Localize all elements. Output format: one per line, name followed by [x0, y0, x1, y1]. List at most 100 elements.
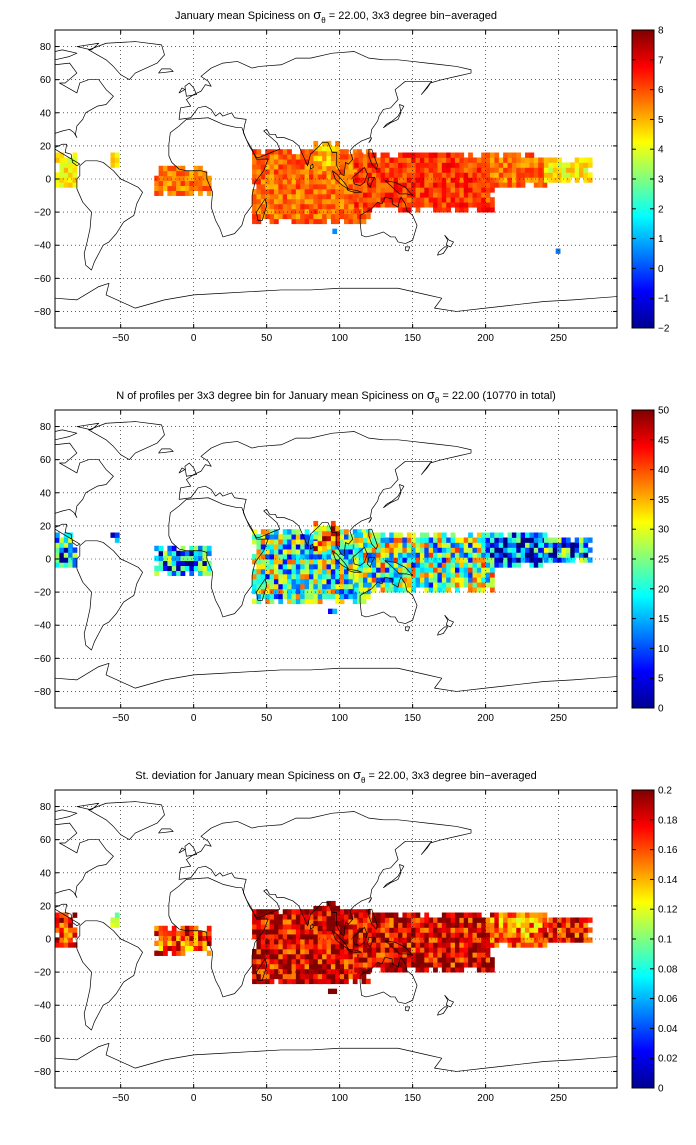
heatmap-cell-western-pacific [389, 562, 395, 568]
heatmap-cell-eastern-pacific-west [72, 172, 78, 178]
heatmap-cell-indian-ocean [282, 939, 288, 945]
heatmap-cell-eastern-pacific-west [59, 937, 65, 943]
heatmap-cell-eastern-pacific [552, 547, 558, 553]
heatmap-cell-indian-ocean [313, 958, 319, 965]
heatmap-cell-western-pacific [380, 912, 386, 918]
heatmap-cell-western-pacific [472, 162, 478, 168]
heatmap-cell-indian-ocean [335, 568, 341, 575]
heatmap-cell-indian-ocean [348, 154, 354, 160]
heatmap-cell-eastern-pacific [565, 552, 571, 558]
heatmap-cell-western-pacific [468, 587, 473, 593]
heatmap-cell-east-atlantic [158, 170, 164, 177]
heatmap-cell-western-pacific [354, 577, 360, 583]
heatmap-cell-central-pacific [494, 942, 500, 948]
heatmap-cell-western-pacific [384, 922, 390, 928]
heatmap-cell-western-pacific [424, 912, 430, 918]
heatmap-cell-western-pacific [411, 562, 416, 568]
heatmap-cell-east-atlantic [163, 165, 168, 172]
heatmap-cell-western-pacific [428, 552, 434, 558]
heatmap-cell-central-pacific [503, 932, 508, 938]
heatmap-cell-east-atlantic [158, 950, 164, 956]
heatmap-cell-indian-ocean [300, 939, 306, 945]
heatmap-cell-indian-ocean [326, 563, 332, 570]
heatmap-cell-western-pacific [459, 162, 465, 168]
heatmap-cell-western-pacific [406, 957, 412, 963]
heatmap-cell-indian-ocean [269, 154, 275, 160]
heatmap-cell-indian-ocean [339, 554, 345, 560]
heatmap-cell-indian-ocean [287, 953, 292, 960]
heatmap-cell-east-atlantic [154, 545, 160, 552]
heatmap-cell-western-pacific [402, 187, 408, 193]
heatmap-cell-indian-ocean [260, 174, 266, 180]
heatmap-cell-western-pacific [367, 192, 373, 198]
heatmap-cell-western-pacific [371, 572, 377, 578]
colorbar-tick-label: 50 [658, 406, 670, 417]
heatmap-cell-indian-ocean [308, 539, 314, 545]
heatmap-cell-east-atlantic [180, 925, 186, 932]
heatmap-cell-indian-ocean [300, 583, 306, 590]
heatmap-cell-indian-ocean [287, 934, 292, 940]
heatmap-cell-western-pacific [446, 917, 451, 923]
heatmap-cell-western-pacific [419, 947, 425, 953]
heatmap-cell-indian-ocean [273, 919, 279, 925]
heatmap-cell-east-atlantic [163, 940, 168, 947]
heatmap-cell-indian-ocean [252, 963, 257, 970]
heatmap-cell-indian-ocean [265, 578, 270, 585]
heatmap-cell-indian-ocean [322, 169, 327, 175]
heatmap-cell-indian-ocean [308, 948, 314, 955]
heatmap-cell-western-pacific [358, 922, 364, 928]
heatmap-cell-central-pacific [520, 532, 526, 538]
heatmap-cell-indian-ocean [348, 218, 354, 225]
heatmap-cell-east-atlantic [206, 565, 212, 571]
heatmap-cell-western-pacific [402, 542, 408, 548]
heatmap-cell-eastern-pacific-west [63, 172, 69, 178]
heatmap-cell-indian-ocean [252, 174, 257, 180]
heatmap-cell-indian-ocean [287, 909, 292, 915]
heatmap-cell-western-pacific [384, 967, 390, 973]
heatmap-cell-western-pacific [363, 162, 368, 168]
heatmap-cell-east-atlantic [202, 945, 208, 951]
heatmap-cell-indian-ocean [357, 208, 362, 215]
heatmap-cell-indian-ocean [282, 563, 288, 570]
heatmap-cell-east-atlantic [171, 555, 177, 562]
heatmap-cell-eastern-pacific [570, 557, 576, 563]
heatmap-cell-western-pacific [380, 162, 386, 168]
heatmap-cell-eastern-pacific [570, 552, 576, 558]
heatmap-cell-western-pacific [406, 942, 412, 948]
heatmap-cell-western-pacific [454, 547, 460, 553]
heatmap-cell-western-pacific [472, 927, 478, 933]
heatmap-cell-western-pacific [433, 567, 438, 573]
heatmap-cell-indian-ocean [300, 968, 306, 975]
heatmap-cell-central-pacific [511, 552, 517, 558]
heatmap-cell-western-pacific [441, 947, 447, 953]
x-tick-label: 0 [191, 713, 197, 724]
heatmap-cell-indian-ocean [278, 544, 284, 550]
heatmap-cell-western-pacific [393, 182, 399, 188]
heatmap-cell-east-atlantic [158, 550, 164, 557]
heatmap-cell-indian-ocean [308, 179, 314, 185]
heatmap-cell-western-pacific [402, 152, 408, 158]
heatmap-cell-western-pacific [358, 172, 364, 178]
heatmap-cell-western-pacific [428, 547, 434, 553]
heatmap-cell-western-pacific [406, 917, 412, 923]
heatmap-cell-western-pacific [437, 542, 443, 548]
heatmap-cell-indian-ocean [330, 934, 336, 940]
heatmap-cell-western-pacific [402, 197, 408, 203]
heatmap-cell-east-atlantic [180, 170, 186, 177]
heatmap-cell-western-pacific [389, 557, 395, 563]
heatmap-cell-east-atlantic [180, 180, 186, 187]
heatmap-cell-western-pacific [424, 957, 430, 963]
heatmap-cell-western-pacific [424, 172, 430, 178]
heatmap-cell-western-pacific [411, 172, 416, 178]
heatmap-cell-western-pacific [376, 947, 381, 953]
heatmap-cell-indian-ocean [252, 203, 257, 210]
heatmap-cell-western-pacific [481, 952, 487, 958]
heatmap-cell-east-atlantic [206, 950, 212, 956]
heatmap-cell-western-pacific [415, 947, 421, 953]
heatmap-cell-eastern-pacific [548, 552, 554, 558]
heatmap-cell-indian-ocean [348, 563, 354, 570]
heatmap-cell-indian-ocean [287, 958, 292, 965]
heatmap-cell-east-atlantic [202, 565, 208, 571]
colorbar-tick-label: 0 [658, 1084, 664, 1095]
x-tick-label: 150 [404, 333, 421, 344]
